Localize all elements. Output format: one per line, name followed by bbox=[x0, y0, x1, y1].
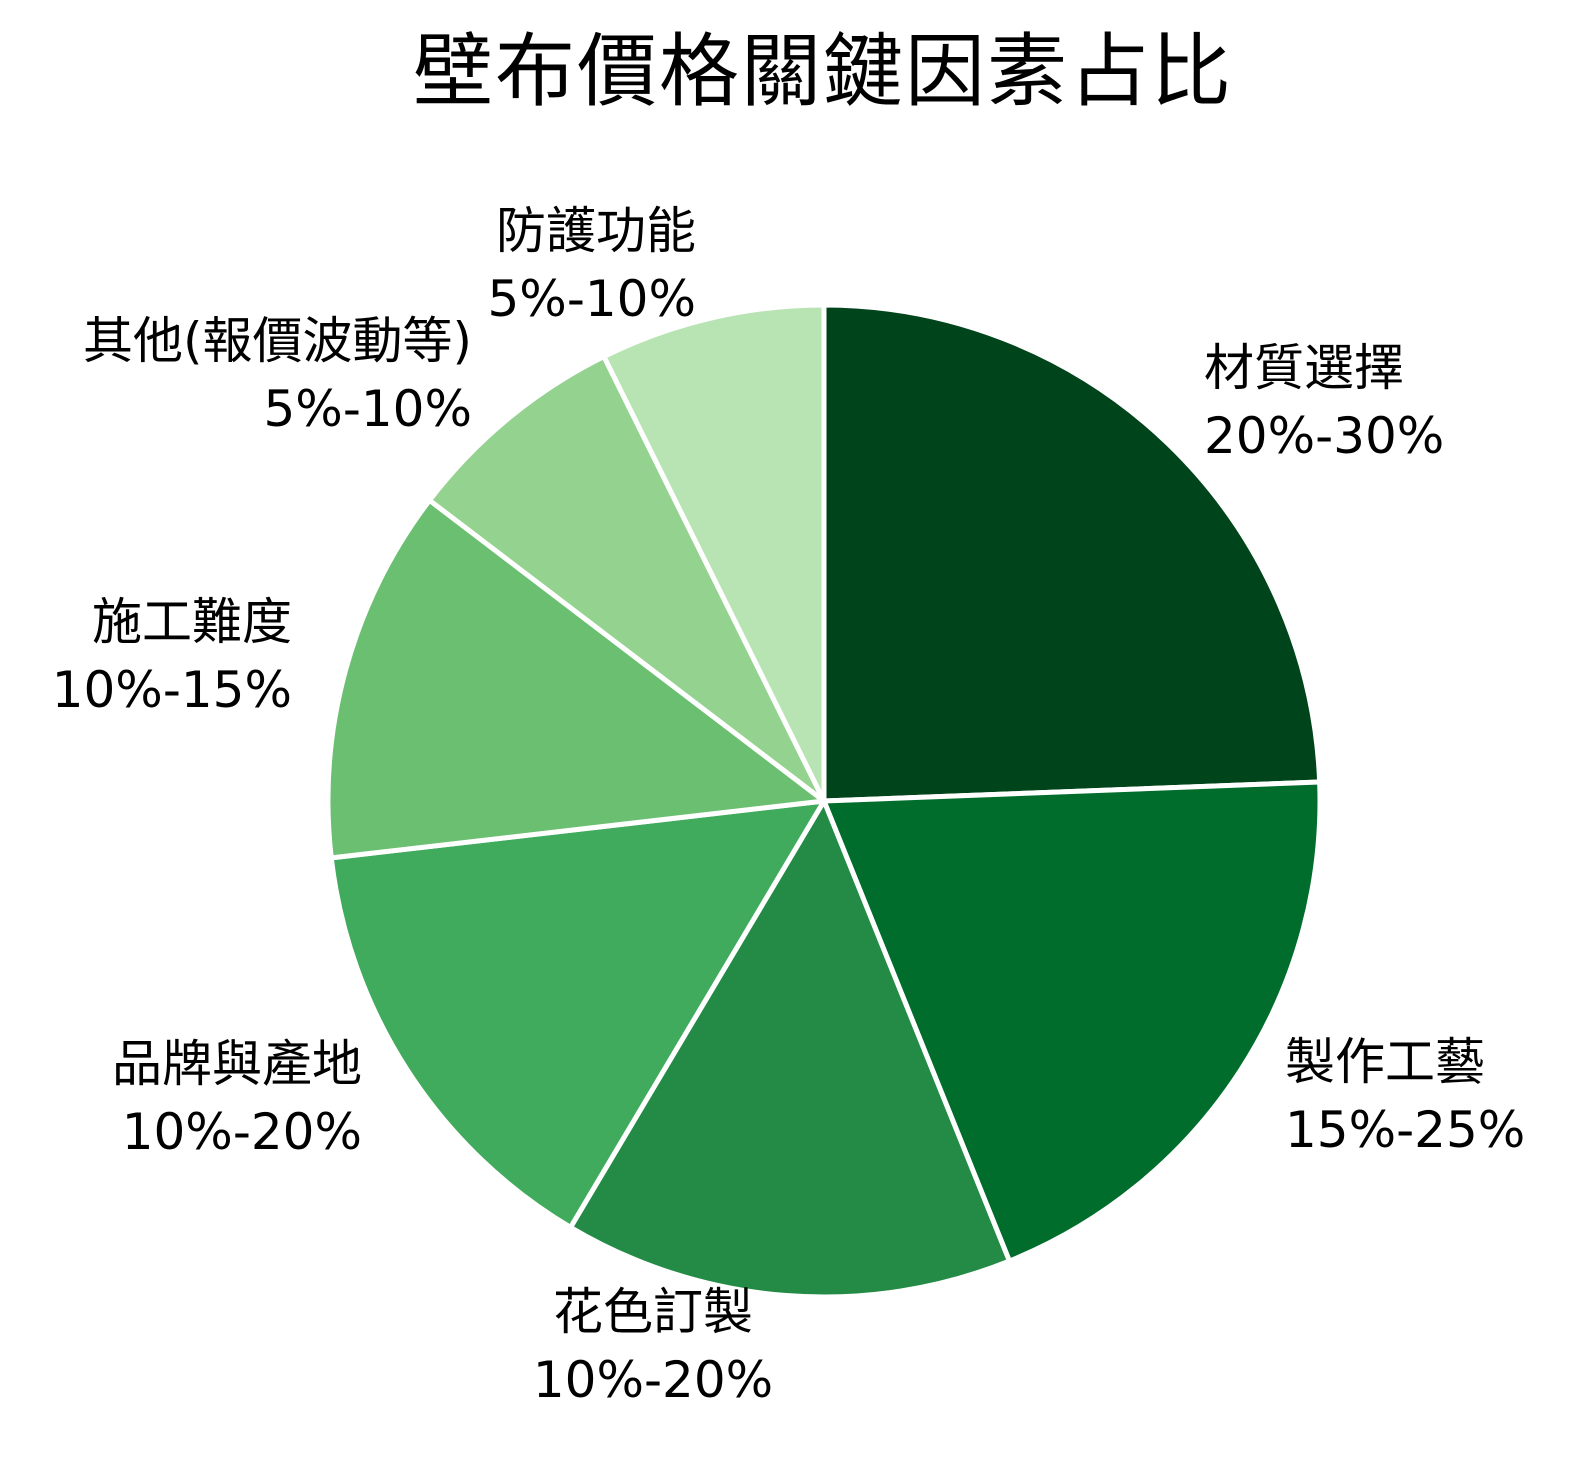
slice-label-name: 花色訂製 bbox=[553, 1283, 753, 1341]
slice-label-range: 5%-10% bbox=[487, 270, 697, 328]
slice-label-range: 10%-15% bbox=[51, 661, 292, 719]
pie-slice bbox=[325, 497, 827, 861]
slice-label-name: 製作工藝 bbox=[1285, 1033, 1485, 1091]
slice-label-range: 10%-20% bbox=[121, 1103, 362, 1161]
slice-label-range: 5%-10% bbox=[263, 380, 473, 438]
pie-slice bbox=[427, 354, 827, 804]
slice-label-range: 10%-20% bbox=[532, 1351, 774, 1409]
slice-label-name: 材質選擇 bbox=[1204, 339, 1404, 397]
slice-label-name: 其他(報價波動等) bbox=[82, 312, 472, 370]
slice-label-pattern-custom: 花色訂製 10%-20% bbox=[503, 1278, 803, 1414]
slice-label-name: 施工難度 bbox=[92, 593, 292, 651]
pie-slice bbox=[821, 302, 1323, 804]
slice-label-range: 15%-25% bbox=[1285, 1101, 1526, 1159]
pie-slices bbox=[325, 302, 1323, 1300]
slice-label-protection: 防護功能 5%-10% bbox=[440, 197, 697, 333]
slice-label-material: 材質選擇 20%-30% bbox=[1204, 334, 1444, 470]
slice-label-name: 品牌與產地 bbox=[112, 1035, 362, 1093]
slice-label-name: 防護功能 bbox=[496, 202, 696, 260]
pie-slice bbox=[328, 798, 827, 1230]
chart-title: 壁布價格關鍵因素占比 bbox=[413, 25, 1233, 118]
slice-label-brand-origin: 品牌與產地 10%-20% bbox=[40, 1030, 362, 1166]
pie-slice bbox=[821, 779, 1323, 1264]
pie-slice bbox=[568, 798, 1012, 1300]
slice-label-other: 其他(報價波動等) 5%-10% bbox=[10, 307, 472, 443]
slice-label-craftsmanship: 製作工藝 15%-25% bbox=[1285, 1028, 1525, 1164]
pie-slice bbox=[601, 302, 827, 804]
slice-label-range: 20%-30% bbox=[1204, 407, 1445, 465]
slice-label-installation: 施工難度 10%-15% bbox=[20, 588, 292, 724]
